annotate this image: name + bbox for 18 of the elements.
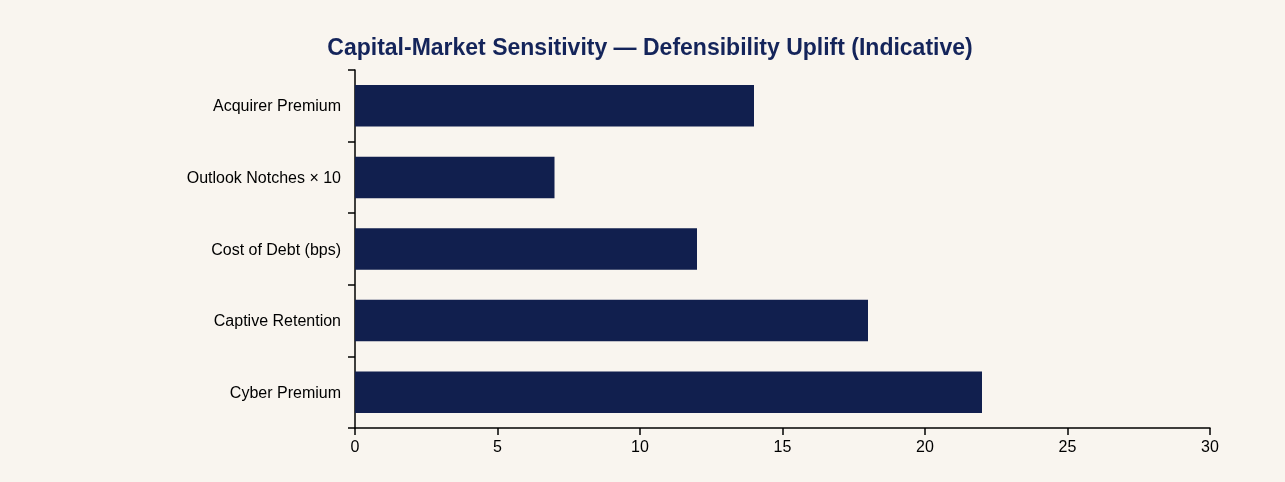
y-tick-label: Outlook Notches × 10	[186, 168, 342, 186]
bar	[355, 156, 555, 199]
chart-title: Capital-Market Sensitivity — Defensibility Uplift (Indicative)	[327, 33, 973, 60]
x-tick-label: 10	[631, 437, 649, 455]
x-tick-label: 5	[493, 437, 503, 455]
y-tick-label: Cost of Debt (bps)	[211, 240, 341, 258]
x-tick-label: 25	[1058, 437, 1077, 455]
x-tick-label: 0	[350, 437, 360, 455]
y-tick-label: Acquirer Premium	[212, 97, 341, 115]
y-tick-label: Cyber Premium	[229, 383, 341, 401]
x-tick-label: 20	[916, 437, 934, 455]
bar	[355, 228, 697, 270]
x-tick-label: 15	[773, 437, 792, 455]
bar	[355, 371, 982, 413]
x-tick-label: 30	[1201, 437, 1219, 455]
bar	[355, 85, 754, 127]
y-tick-label: Captive Retention	[213, 312, 341, 330]
bar	[355, 299, 868, 342]
